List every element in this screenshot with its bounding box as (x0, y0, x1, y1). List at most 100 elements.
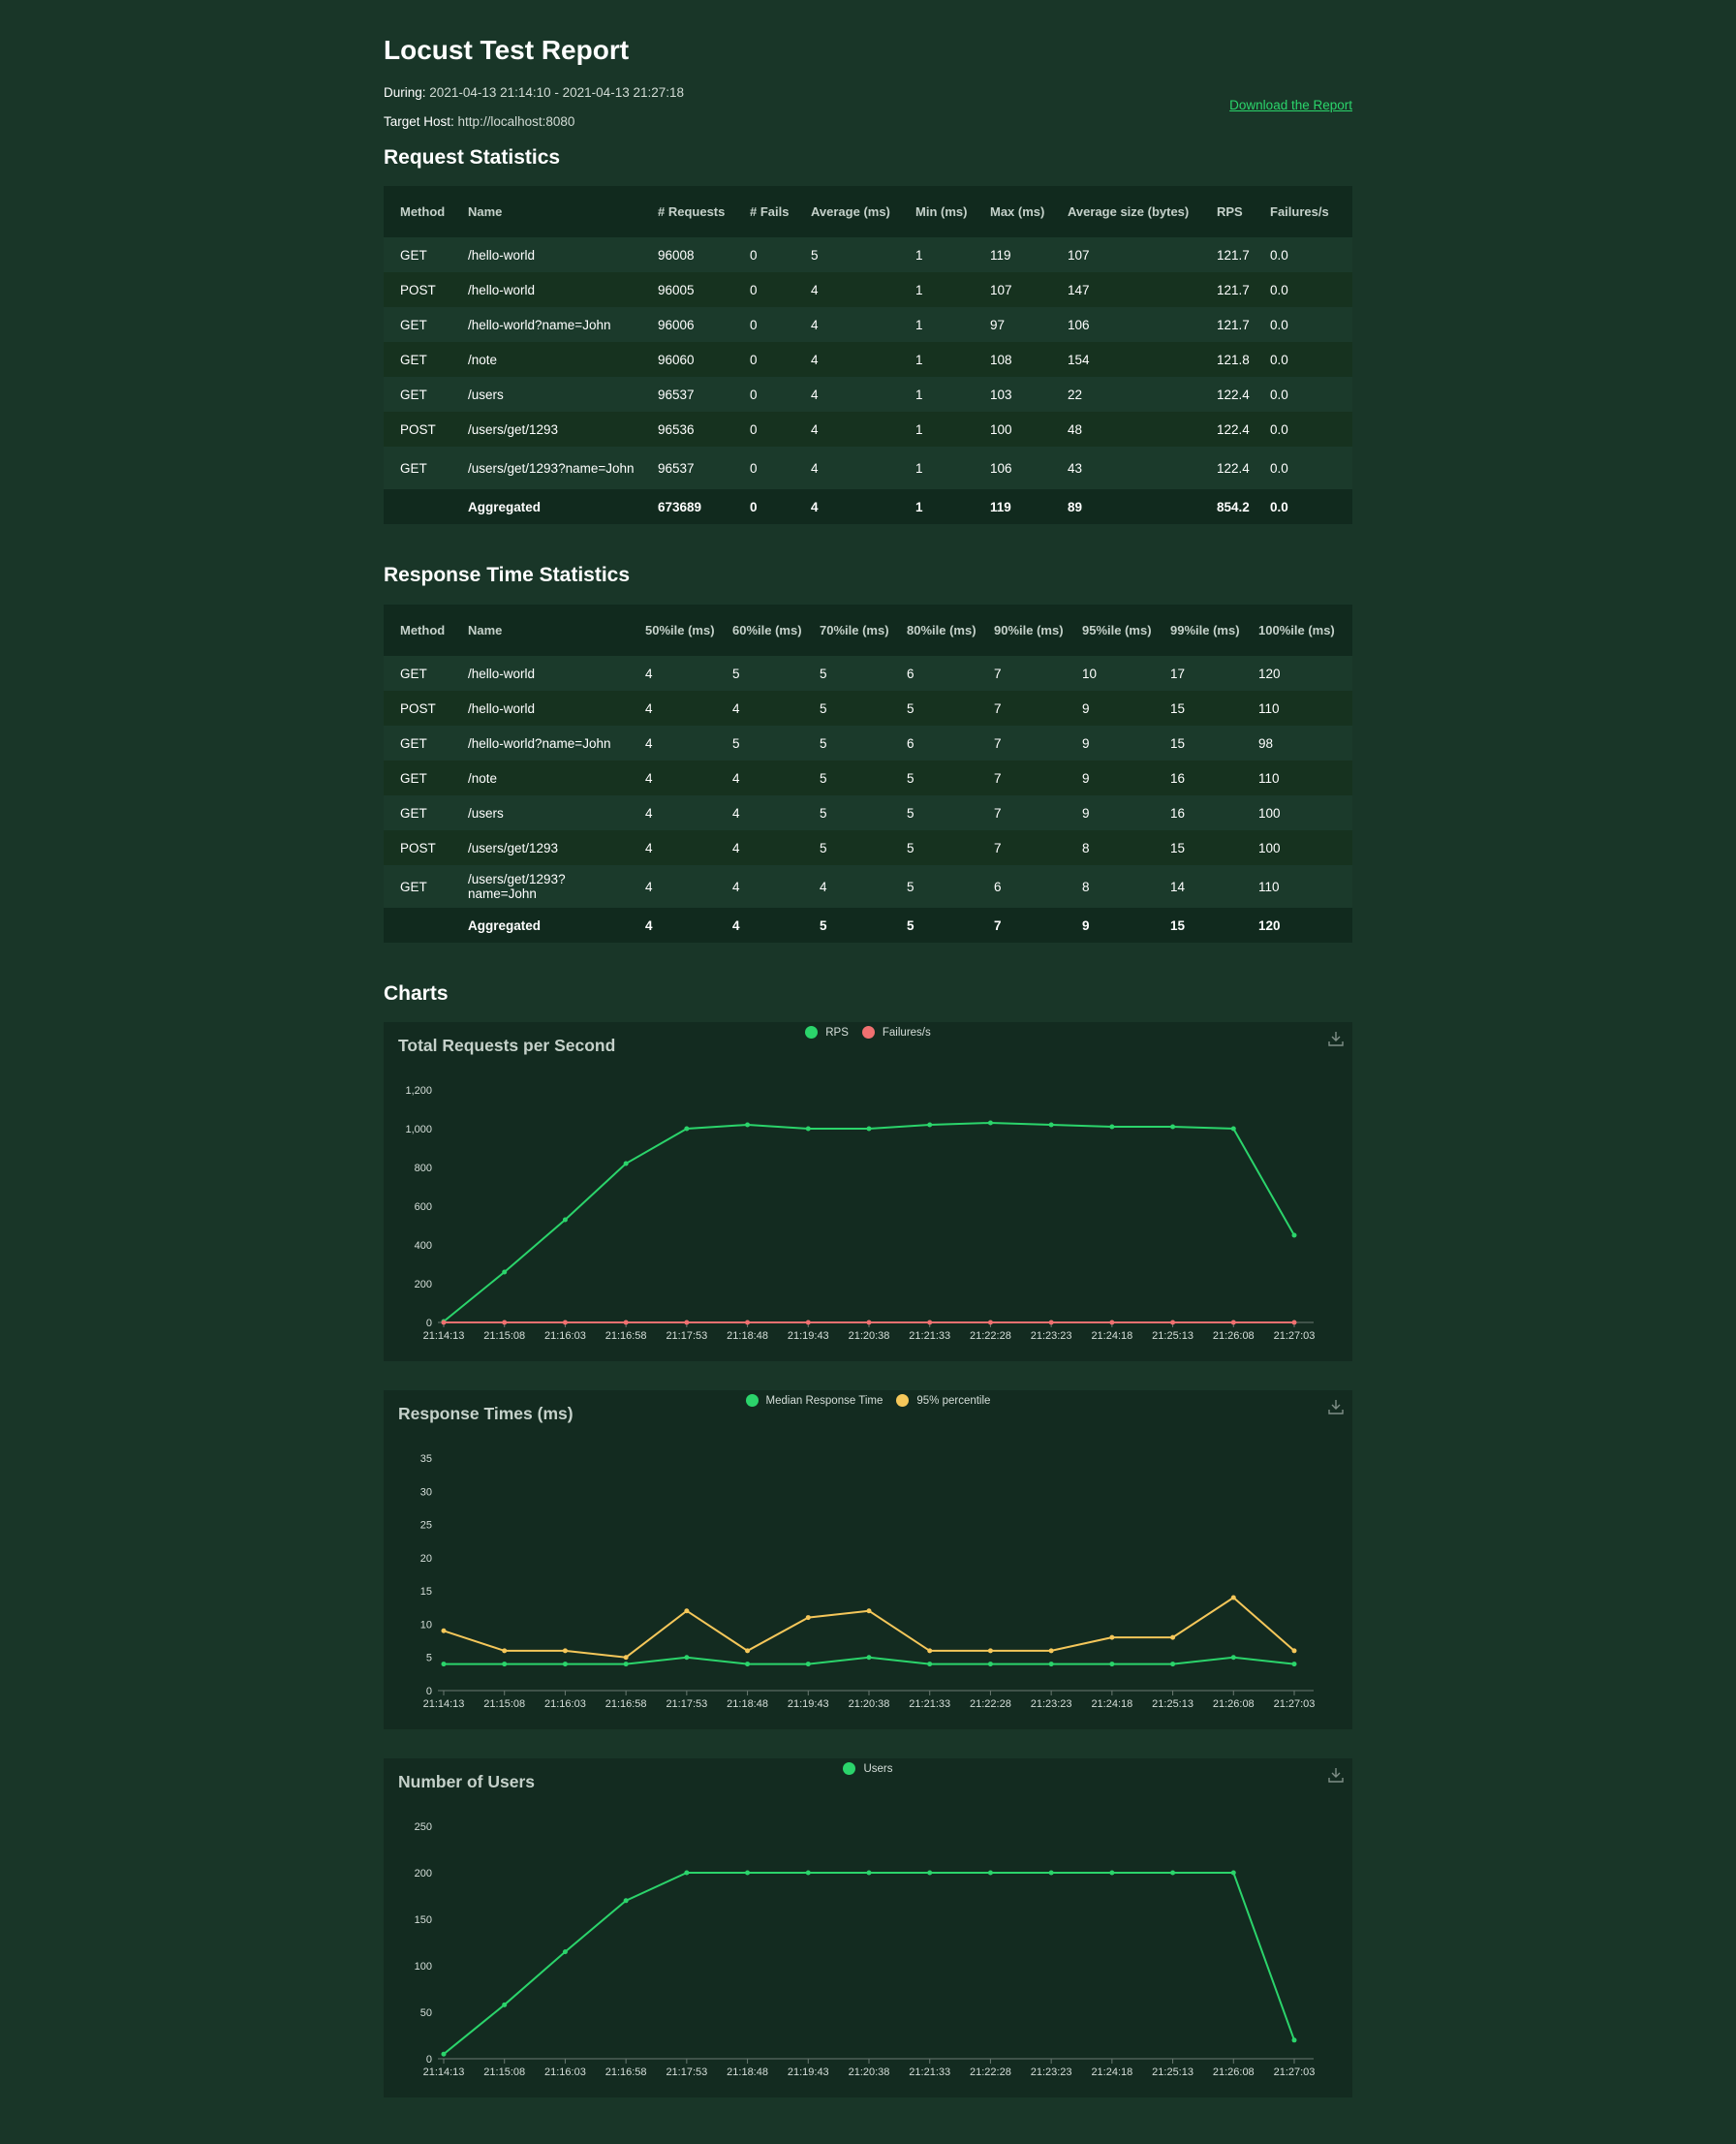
data-point[interactable] (502, 1320, 508, 1325)
data-point[interactable] (1048, 1870, 1054, 1876)
data-point[interactable] (1230, 1655, 1236, 1661)
column-header[interactable]: Min (ms) (915, 204, 968, 219)
data-point[interactable] (866, 1870, 872, 1876)
data-point[interactable] (562, 1949, 568, 1955)
data-point[interactable] (684, 1870, 690, 1876)
data-point[interactable] (1170, 1124, 1176, 1130)
data-point[interactable] (623, 1655, 629, 1661)
data-point[interactable] (562, 1648, 568, 1654)
legend-item[interactable]: Median Response Time (745, 1394, 883, 1407)
data-point[interactable] (745, 1870, 751, 1876)
data-point[interactable] (866, 1320, 872, 1325)
column-header[interactable]: Method (400, 623, 446, 637)
data-point[interactable] (805, 1870, 811, 1876)
legend-item[interactable]: Users (843, 1762, 893, 1775)
data-point[interactable] (1048, 1648, 1054, 1654)
data-point[interactable] (987, 1120, 993, 1126)
column-header[interactable]: Name (468, 204, 503, 219)
data-point[interactable] (441, 1662, 447, 1667)
data-point[interactable] (805, 1320, 811, 1325)
data-point[interactable] (1048, 1320, 1054, 1325)
data-point[interactable] (684, 1126, 690, 1132)
data-point[interactable] (1109, 1124, 1115, 1130)
data-point[interactable] (441, 2051, 447, 2057)
data-point[interactable] (441, 1628, 447, 1633)
data-point[interactable] (502, 1662, 508, 1667)
data-point[interactable] (562, 1320, 568, 1325)
data-point[interactable] (745, 1320, 751, 1325)
data-point[interactable] (1291, 1320, 1297, 1325)
data-point[interactable] (866, 1608, 872, 1614)
column-header[interactable]: 99%ile (ms) (1170, 623, 1240, 637)
column-header[interactable]: Average (ms) (811, 204, 890, 219)
data-point[interactable] (745, 1122, 751, 1128)
column-header[interactable]: Failures/s (1270, 204, 1329, 219)
data-point[interactable] (987, 1662, 993, 1667)
column-header[interactable]: Average size (bytes) (1068, 204, 1190, 219)
data-point[interactable] (927, 1648, 933, 1654)
data-point[interactable] (987, 1648, 993, 1654)
column-header[interactable]: Max (ms) (990, 204, 1045, 219)
download-report-link[interactable]: Download the Report (1229, 98, 1352, 112)
legend-item[interactable]: Failures/s (861, 1026, 931, 1039)
data-point[interactable] (805, 1126, 811, 1132)
data-point[interactable] (927, 1870, 933, 1876)
data-point[interactable] (1291, 1662, 1297, 1667)
data-point[interactable] (1048, 1122, 1054, 1128)
data-point[interactable] (987, 1320, 993, 1325)
data-point[interactable] (684, 1655, 690, 1661)
data-point[interactable] (684, 1608, 690, 1614)
data-point[interactable] (1048, 1662, 1054, 1667)
data-point[interactable] (805, 1615, 811, 1621)
data-point[interactable] (866, 1655, 872, 1661)
data-point[interactable] (1170, 1634, 1176, 1640)
column-header[interactable]: 70%ile (ms) (820, 623, 889, 637)
data-point[interactable] (1230, 1595, 1236, 1600)
data-point[interactable] (866, 1126, 872, 1132)
download-chart-icon[interactable] (1327, 1030, 1345, 1047)
column-header[interactable]: 100%ile (ms) (1258, 623, 1335, 637)
data-point[interactable] (684, 1320, 690, 1325)
column-header[interactable]: Name (468, 623, 503, 637)
column-header[interactable]: 90%ile (ms) (994, 623, 1064, 637)
data-point[interactable] (805, 1662, 811, 1667)
data-point[interactable] (1230, 1320, 1236, 1325)
data-point[interactable] (927, 1662, 933, 1667)
download-chart-icon[interactable] (1327, 1398, 1345, 1415)
data-point[interactable] (1109, 1662, 1115, 1667)
data-point[interactable] (927, 1320, 933, 1325)
data-point[interactable] (1109, 1320, 1115, 1325)
column-header[interactable]: # Fails (750, 204, 790, 219)
column-header[interactable]: # Requests (658, 204, 726, 219)
column-header[interactable]: 80%ile (ms) (907, 623, 976, 637)
data-point[interactable] (1291, 1648, 1297, 1654)
legend-item[interactable]: RPS (805, 1026, 849, 1039)
data-point[interactable] (502, 1648, 508, 1654)
data-point[interactable] (1170, 1870, 1176, 1876)
column-header[interactable]: 60%ile (ms) (732, 623, 802, 637)
data-point[interactable] (987, 1870, 993, 1876)
data-point[interactable] (623, 1161, 629, 1166)
download-chart-icon[interactable] (1327, 1766, 1345, 1784)
data-point[interactable] (1291, 2037, 1297, 2043)
data-point[interactable] (1291, 1232, 1297, 1238)
column-header[interactable]: RPS (1217, 204, 1243, 219)
data-point[interactable] (745, 1648, 751, 1654)
data-point[interactable] (1170, 1662, 1176, 1667)
column-header[interactable]: Method (400, 204, 446, 219)
column-header[interactable]: 50%ile (ms) (645, 623, 715, 637)
data-point[interactable] (1170, 1320, 1176, 1325)
data-point[interactable] (502, 2002, 508, 2007)
data-point[interactable] (1230, 1126, 1236, 1132)
data-point[interactable] (562, 1217, 568, 1223)
data-point[interactable] (502, 1269, 508, 1275)
data-point[interactable] (441, 1320, 447, 1325)
data-point[interactable] (1109, 1870, 1115, 1876)
column-header[interactable]: 95%ile (ms) (1082, 623, 1152, 637)
data-point[interactable] (1230, 1870, 1236, 1876)
data-point[interactable] (1109, 1634, 1115, 1640)
data-point[interactable] (623, 1662, 629, 1667)
data-point[interactable] (745, 1662, 751, 1667)
legend-item[interactable]: 95% percentile (896, 1394, 990, 1407)
data-point[interactable] (623, 1320, 629, 1325)
